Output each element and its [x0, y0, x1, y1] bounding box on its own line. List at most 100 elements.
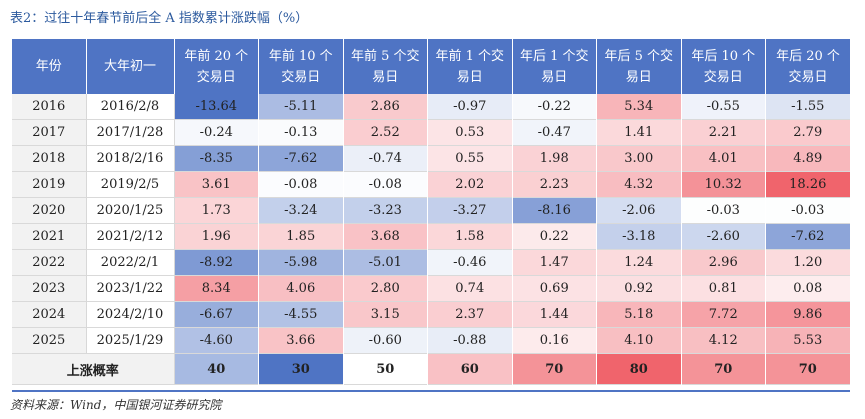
return-cell: 5.53 — [765, 327, 851, 354]
return-cell: -8.35 — [174, 145, 259, 172]
return-cell: 0.55 — [427, 145, 513, 172]
return-cell: -5.01 — [343, 249, 428, 276]
column-header: 年前 5 个交易日 — [343, 39, 428, 94]
return-cell: -0.60 — [343, 327, 428, 354]
return-cell: 1.58 — [427, 223, 513, 250]
return-cell: -3.24 — [258, 197, 344, 224]
return-cell: -3.23 — [343, 197, 428, 224]
return-cell: -8.16 — [512, 197, 597, 224]
return-cell: -0.97 — [427, 94, 513, 120]
return-cell: 2.52 — [343, 119, 428, 146]
return-cell: 2.79 — [765, 119, 851, 146]
column-header: 年后 20 个交易日 — [765, 39, 850, 94]
header-row: 年份 大年初一 年前 20 个交易日 年前 10 个交易日 年前 5 个交易日 年前 1 … — [12, 39, 850, 94]
return-cell: 2.23 — [512, 171, 597, 198]
table-row: 2024 2024/2/10 -6.67 -4.55 3.15 2.37 1.44 5.18 7… — [12, 301, 851, 328]
probability-cell: 50 — [343, 353, 428, 385]
column-header: 大年初一 — [86, 39, 175, 94]
year-cell: 2023 — [12, 275, 87, 302]
return-cell: 4.01 — [681, 145, 766, 172]
probability-cell: 70 — [512, 353, 597, 385]
return-cell: -3.18 — [596, 223, 682, 250]
source-note: 资料来源：Wind，中国银河证券研究院 — [10, 398, 222, 412]
table-row: 2022 2022/2/1 -8.92 -5.98 -5.01 -0.46 1.47 1.24… — [12, 249, 851, 276]
return-cell: -0.13 — [258, 119, 344, 146]
return-cell: 1.85 — [258, 223, 344, 250]
return-cell: 4.32 — [596, 171, 682, 198]
return-cell: -0.46 — [427, 249, 513, 276]
returns-table: 年份 大年初一 年前 20 个交易日 年前 10 个交易日 年前 5 个交易日 年前 1 … — [12, 39, 851, 385]
year-cell: 2017 — [12, 119, 87, 146]
date-cell: 2018/2/16 — [86, 145, 175, 172]
return-cell: -4.60 — [174, 327, 259, 354]
return-cell: -0.47 — [512, 119, 597, 146]
return-cell: 0.92 — [596, 275, 682, 302]
return-cell: 1.44 — [512, 301, 597, 328]
return-cell: 3.15 — [343, 301, 428, 328]
return-cell: -2.06 — [596, 197, 682, 224]
return-cell: -0.88 — [427, 327, 513, 354]
return-cell: -0.22 — [512, 94, 597, 120]
return-cell: 0.53 — [427, 119, 513, 146]
table-bottom-rule — [12, 390, 850, 392]
return-cell: 0.69 — [512, 275, 597, 302]
return-cell: 5.34 — [596, 94, 682, 120]
date-cell: 2024/2/10 — [86, 301, 175, 328]
return-cell: 0.16 — [512, 327, 597, 354]
year-cell: 2019 — [12, 171, 87, 198]
return-cell: 0.08 — [765, 275, 851, 302]
return-cell: 1.96 — [174, 223, 259, 250]
return-cell: -7.62 — [258, 145, 344, 172]
column-header: 年后 5 个交易日 — [596, 39, 682, 94]
return-cell: -13.64 — [174, 94, 259, 120]
date-cell: 2017/1/28 — [86, 119, 175, 146]
returns-table-container: 年份 大年初一 年前 20 个交易日 年前 10 个交易日 年前 5 个交易日 年前 1 … — [12, 39, 851, 385]
probability-cell: 30 — [258, 353, 344, 385]
date-cell: 2023/1/22 — [86, 275, 175, 302]
date-cell: 2021/2/12 — [86, 223, 175, 250]
return-cell: 1.73 — [174, 197, 259, 224]
table-row: 2018 2018/2/16 -8.35 -7.62 -0.74 0.55 1.98 3.00… — [12, 145, 851, 172]
return-cell: -4.55 — [258, 301, 344, 328]
return-cell: -5.98 — [258, 249, 344, 276]
return-cell: 1.24 — [596, 249, 682, 276]
table-body: 2016 2016/2/8 -13.64 -5.11 2.86 -0.97 -0.22 5.3… — [12, 94, 851, 385]
return-cell: -0.24 — [174, 119, 259, 146]
return-cell: 3.00 — [596, 145, 682, 172]
year-cell: 2020 — [12, 197, 87, 224]
column-header: 年后 1 个交易日 — [512, 39, 597, 94]
return-cell: -3.27 — [427, 197, 513, 224]
table-row: 2025 2025/1/29 -4.60 3.66 -0.60 -0.88 0.16 4.10… — [12, 327, 851, 354]
date-cell: 2022/2/1 — [86, 249, 175, 276]
date-cell: 2019/2/5 — [86, 171, 175, 198]
return-cell: 4.89 — [765, 145, 851, 172]
return-cell: 1.20 — [765, 249, 851, 276]
year-cell: 2025 — [12, 327, 87, 354]
return-cell: 1.98 — [512, 145, 597, 172]
table-row: 2019 2019/2/5 3.61 -0.08 -0.08 2.02 2.23 4.32 10… — [12, 171, 851, 198]
return-cell: 1.47 — [512, 249, 597, 276]
return-cell: -6.67 — [174, 301, 259, 328]
table-row: 2017 2017/1/28 -0.24 -0.13 2.52 0.53 -0.47 1.41… — [12, 119, 851, 146]
return-cell: 9.86 — [765, 301, 851, 328]
return-cell: 0.81 — [681, 275, 766, 302]
table-row: 2016 2016/2/8 -13.64 -5.11 2.86 -0.97 -0.22 5.3… — [12, 94, 851, 120]
column-header: 年后 10 个交易日 — [681, 39, 766, 94]
return-cell: 5.18 — [596, 301, 682, 328]
table-row: 2021 2021/2/12 1.96 1.85 3.68 1.58 0.22 -3.18 -2… — [12, 223, 851, 250]
table-row: 2023 2023/1/22 8.34 4.06 2.80 0.74 0.69 0.92 0.8… — [12, 275, 851, 302]
return-cell: -7.62 — [765, 223, 851, 250]
year-cell: 2024 — [12, 301, 87, 328]
return-cell: 2.86 — [343, 94, 428, 120]
summary-row: 上涨概率 40 30 50 60 70 80 70 70 — [12, 353, 851, 385]
return-cell: 0.22 — [512, 223, 597, 250]
return-cell: 8.34 — [174, 275, 259, 302]
year-cell: 2016 — [12, 94, 87, 120]
column-header: 年前 20 个交易日 — [174, 39, 259, 94]
column-header: 年前 1 个交易日 — [427, 39, 513, 94]
return-cell: 4.06 — [258, 275, 344, 302]
return-cell: -0.03 — [681, 197, 766, 224]
return-cell: -2.60 — [681, 223, 766, 250]
return-cell: 2.37 — [427, 301, 513, 328]
return-cell: 2.02 — [427, 171, 513, 198]
